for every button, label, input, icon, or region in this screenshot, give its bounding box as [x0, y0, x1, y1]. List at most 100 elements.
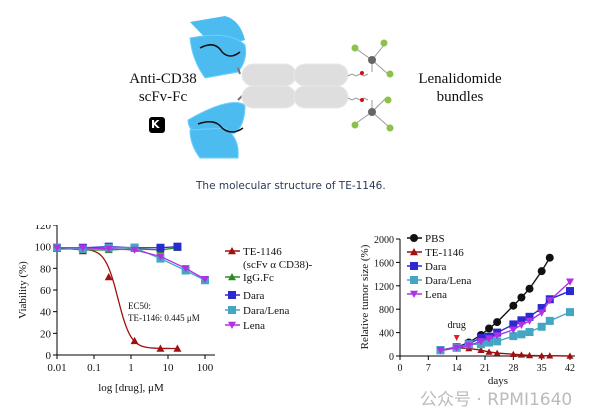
data-point — [493, 332, 502, 340]
data-point — [517, 293, 526, 302]
y-axis-label: Relative tumor size (%) — [359, 244, 371, 349]
legend-marker — [228, 291, 236, 299]
data-point — [173, 242, 182, 251]
data-point — [485, 348, 493, 355]
data-point — [156, 253, 165, 261]
figure-caption: The molecular structure of TE-1146. — [196, 180, 386, 192]
y-tick-label: 400 — [379, 329, 394, 340]
watermark: 公众号 · RPMI1640 — [420, 390, 573, 410]
legend-marker — [410, 290, 418, 298]
data-point — [537, 267, 546, 276]
data-point — [545, 253, 554, 262]
data-point — [104, 273, 113, 281]
data-point — [517, 316, 526, 325]
molecule-diagram — [149, 16, 394, 159]
x-tick-label: 0.1 — [87, 362, 101, 374]
legend-label: Dara — [243, 290, 264, 302]
data-point — [493, 349, 501, 356]
linker-dots — [360, 71, 364, 102]
y-tick-label: 20 — [40, 328, 52, 340]
data-point — [509, 320, 518, 329]
data-point — [476, 338, 485, 346]
data-point — [130, 336, 139, 345]
legend-label: TE-1146 — [243, 246, 282, 258]
legend-marker — [228, 321, 236, 329]
data-point — [537, 309, 546, 317]
data-point — [452, 344, 461, 352]
data-point — [485, 338, 494, 347]
data-point — [525, 312, 534, 321]
legend-label: PBS — [425, 233, 445, 245]
y-tick-label: 2000 — [374, 235, 394, 246]
bundle-label-1: Lenalidomide — [418, 71, 502, 87]
fc-domain — [241, 63, 349, 109]
data-point — [546, 352, 554, 359]
x-tick-label: 28 — [508, 363, 518, 374]
legend-label: (scFv α CD38)- — [243, 259, 313, 271]
y-tick-label: 120 — [35, 225, 52, 232]
data-point — [173, 344, 182, 352]
y-tick-label: 1600 — [374, 258, 394, 269]
data-point — [493, 318, 502, 327]
data-point — [53, 244, 61, 252]
data-point — [436, 346, 445, 355]
core-nodes — [368, 56, 376, 116]
data-point — [517, 321, 526, 329]
legend-label: Dara — [425, 261, 446, 273]
x-tick-label: 21 — [480, 363, 490, 374]
data-point — [545, 316, 554, 325]
x-tick-label: 0.01 — [47, 362, 66, 374]
scfv-top — [189, 16, 247, 79]
tumor-size-chart: 0 400 800 1200 1600 2000 0 7 14 21 28 35 42 days Relat… — [359, 233, 575, 387]
y-tick-label: 0 — [46, 350, 52, 362]
data-point — [566, 308, 574, 317]
viability-chart: 0 20 40 60 80 100 120 0.01 0.1 1 10 100 log [drug], … — [17, 225, 313, 394]
legend-marker — [410, 262, 418, 270]
y-tick-label: 60 — [40, 285, 52, 297]
x-tick-label: 0 — [398, 363, 403, 374]
k-badge-icon — [149, 117, 165, 133]
data-point — [525, 317, 534, 325]
legend-marker — [228, 273, 236, 281]
data-point — [538, 352, 546, 359]
x-axis-label: days — [488, 375, 508, 387]
series-line-4 — [440, 281, 571, 351]
legend-label: Dara/Lena — [243, 305, 290, 317]
ec50-value: TE-1146: 0.445 μM — [128, 313, 200, 323]
data-point — [156, 243, 165, 252]
y-tick-label: 40 — [40, 307, 52, 319]
drug-annotation: drug — [447, 320, 465, 331]
data-point — [181, 265, 190, 273]
data-point — [525, 328, 534, 337]
legend-label: Dara/Lena — [425, 275, 472, 287]
data-point — [130, 246, 139, 254]
drug-arrow-icon — [453, 335, 460, 341]
data-point — [104, 245, 113, 253]
data-point — [526, 351, 534, 359]
x-tick-label: 10 — [163, 362, 175, 374]
antibody-label-2: scFv-Fc — [138, 89, 188, 105]
data-point — [485, 335, 494, 343]
data-point — [566, 352, 574, 359]
data-point — [517, 351, 525, 358]
data-point — [493, 337, 502, 346]
y-tick-label: 0 — [389, 352, 394, 363]
lenalidomide-bundles — [347, 44, 389, 127]
series-line-0 — [56, 248, 178, 350]
antibody-label-1: Anti-CD38 — [129, 71, 197, 87]
legend-label: Lena — [243, 320, 265, 332]
y-tick-label: 1200 — [374, 282, 394, 293]
data-point — [537, 322, 546, 331]
legend-marker — [228, 306, 236, 314]
data-point — [537, 304, 546, 313]
legend-marker — [410, 234, 418, 242]
data-point — [525, 284, 534, 293]
y-axis-label: Viability (%) — [17, 261, 29, 319]
ec50-label: EC50: — [128, 301, 151, 311]
legend-marker — [410, 248, 418, 256]
x-tick-label: 100 — [197, 362, 214, 374]
data-point — [545, 297, 554, 305]
y-tick-label: 80 — [40, 263, 52, 275]
legend-marker — [410, 276, 418, 284]
legend-label: Lena — [425, 289, 447, 301]
